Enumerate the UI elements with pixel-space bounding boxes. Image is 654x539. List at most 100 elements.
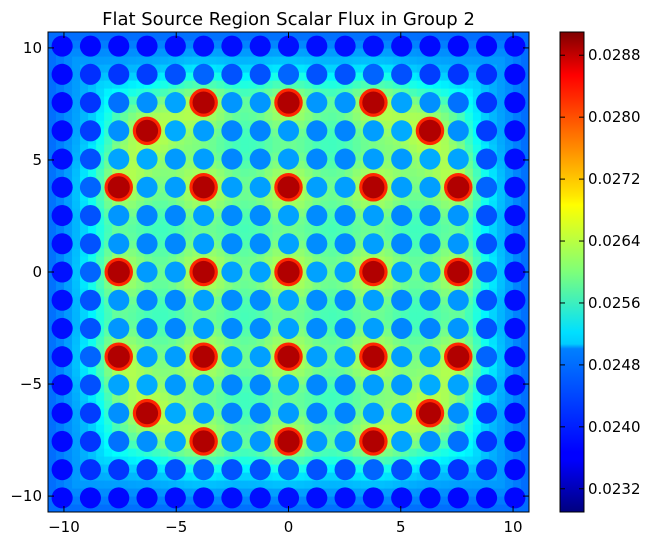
moderator-cell [384,408,394,417]
moderator-cell [400,480,410,489]
moderator-cell [264,504,274,512]
moderator-cell [216,264,225,273]
moderator-cell [152,32,161,41]
moderator-cell [504,392,514,401]
moderator-cell [160,432,169,441]
moderator-cell [80,168,89,177]
fuel-pin [193,120,215,142]
moderator-cell [96,488,105,497]
fuel-pin [306,35,328,57]
fuel-pin [108,92,130,114]
moderator-cell [144,280,153,289]
moderator-cell [160,48,169,57]
guide-tube-core [107,176,130,199]
moderator-cell [128,144,137,153]
moderator-cell [440,456,450,465]
moderator-cell [416,504,426,512]
moderator-cell [128,216,137,225]
moderator-cell [80,504,89,512]
fuel-pin [136,176,158,198]
fuel-pin [419,289,441,311]
fuel-pin [419,148,441,170]
moderator-cell [408,40,418,49]
moderator-cell [352,288,362,297]
moderator-cell [104,336,113,345]
moderator-cell [424,392,434,401]
moderator-cell [344,80,354,89]
moderator-cell [216,280,225,289]
moderator-cell [96,232,105,241]
moderator-cell [416,56,426,65]
moderator-cell [200,312,209,321]
moderator-cell [488,88,498,97]
moderator-cell [248,504,258,512]
moderator-cell [392,504,402,512]
moderator-cell [128,256,137,265]
moderator-cell [360,504,370,512]
moderator-cell [192,424,201,433]
guide-tube-core [418,402,442,425]
moderator-cell [296,48,306,57]
moderator-cell [464,480,474,489]
moderator-cell [472,32,482,41]
moderator-cell [504,504,514,512]
moderator-cell [488,192,498,201]
moderator-cell [248,304,258,313]
moderator-cell [376,80,386,89]
moderator-cell [440,240,450,249]
moderator-cell [432,456,442,465]
moderator-cell [352,264,362,273]
moderator-cell [104,88,113,97]
fuel-pin [221,289,243,311]
moderator-cell [416,256,426,265]
chart-title: Flat Source Region Scalar Flux in Group … [102,9,475,30]
fuel-pin [136,289,158,311]
moderator-cell [520,472,529,481]
moderator-cell [392,168,402,177]
moderator-cell [240,416,250,425]
moderator-cell [432,256,442,265]
moderator-cell [432,312,442,321]
moderator-cell [240,328,250,337]
moderator-cell [240,392,250,401]
guide-tube-pin [415,398,445,428]
moderator-cell [152,216,161,225]
moderator-cell [120,392,129,401]
moderator-cell [384,128,394,137]
moderator-cell [296,224,306,233]
moderator-cell [352,160,362,169]
fuel-pin [476,35,498,57]
moderator-cell [272,424,282,433]
moderator-cell [104,368,113,377]
fuel-pin [391,204,413,227]
fuel-pin [249,487,271,509]
moderator-cell [304,280,314,289]
moderator-cell [96,176,105,185]
moderator-cell [424,256,434,265]
moderator-cell [184,192,193,201]
moderator-cell [272,376,282,385]
moderator-cell [272,456,282,465]
moderator-cell [184,128,193,137]
fuel-pin [51,92,73,114]
moderator-cell [264,400,274,409]
moderator-cell [272,328,282,337]
fuel-pin [306,148,328,170]
moderator-cell [472,256,482,265]
moderator-cell [48,144,57,153]
moderator-cell [392,88,402,97]
moderator-cell [488,504,498,512]
moderator-cell [344,168,354,177]
guide-tube-core [277,345,300,368]
fuel-pin [51,204,73,227]
fuel-pin [306,204,328,227]
moderator-cell [352,496,362,505]
moderator-cell [304,456,314,465]
moderator-cell [264,80,274,89]
moderator-cell [520,56,529,65]
moderator-cell [248,200,258,209]
moderator-cell [48,312,57,321]
moderator-cell [240,168,250,177]
fuel-pin [476,289,498,311]
